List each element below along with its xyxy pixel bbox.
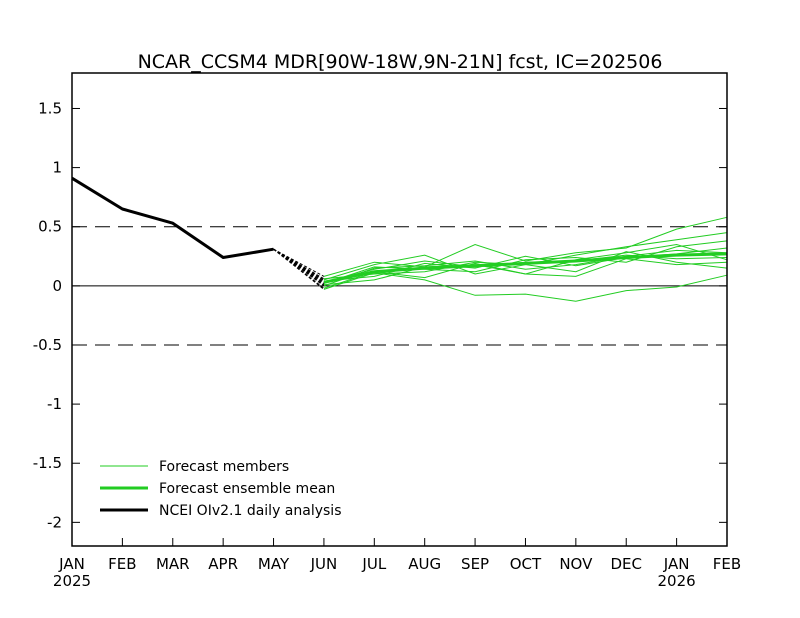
x-tick-label: FEB [108,555,136,573]
forecast-member-line-6 [323,240,728,284]
legend-label: NCEI OIv2.1 daily analysis [159,503,342,519]
x-tick-label: SEP [461,555,489,573]
x-tick-label: MAR [156,555,190,573]
forecast-member-line-9 [323,254,728,283]
x-tick-label: JAN [663,555,690,573]
transition-line-8 [273,248,325,286]
legend-label: Forecast ensemble mean [159,481,335,497]
legend: Forecast members Forecast ensemble mean NC… [100,459,342,519]
series-lines [71,176,728,284]
y-tick-label: 1.5 [38,99,62,117]
forecast-member-line-8 [323,258,728,286]
transition-line-5 [273,248,325,280]
forecast-member-line-3 [323,243,728,289]
transition-line-1 [273,248,325,281]
y-tick-label: -1 [47,395,62,413]
y-tick-label: -2 [47,513,62,531]
transition-lines [273,248,325,290]
x-tick-label: AUG [408,555,441,573]
y-tick-label: 1 [52,159,62,177]
ensemble-mean-line [323,252,728,284]
x-tick-label: OCT [510,555,542,573]
chart-title: NCAR_CCSM4 MDR[90W-18W,9N-21N] fcst, IC=… [138,51,663,73]
legend-label: Forecast members [159,459,289,475]
x-tick-label: FEB [713,555,741,573]
x-tick-label: NOV [559,555,593,573]
x-tick-label: MAY [258,555,290,573]
reference-lines [72,226,727,346]
y-tick-label: 0 [52,277,62,295]
plot-frame [71,72,728,547]
y-axis: 1.5 1 0.5 0 -0.5 -1 -1.5 -2 [33,99,727,531]
transition-line-7 [273,248,325,290]
forecast-member-line-0 [323,216,728,277]
x-year-label: 2025 [53,572,91,590]
x-tick-label: JUN [310,555,338,573]
y-tick-label: 0.5 [38,218,62,236]
x-year-label: 2026 [658,572,696,590]
x-tick-label: JUL [361,555,386,573]
y-tick-label: -1.5 [33,454,62,472]
x-tick-label: JAN [58,555,85,573]
y-tick-label: -0.5 [33,336,62,354]
x-tick-label: DEC [610,555,642,573]
member-lines [323,216,728,302]
x-tick-label: APR [208,555,238,573]
analysis-line [71,176,274,259]
transition-line-4 [273,248,325,282]
transition-line-0 [273,248,325,277]
transition-line-9 [273,248,325,283]
